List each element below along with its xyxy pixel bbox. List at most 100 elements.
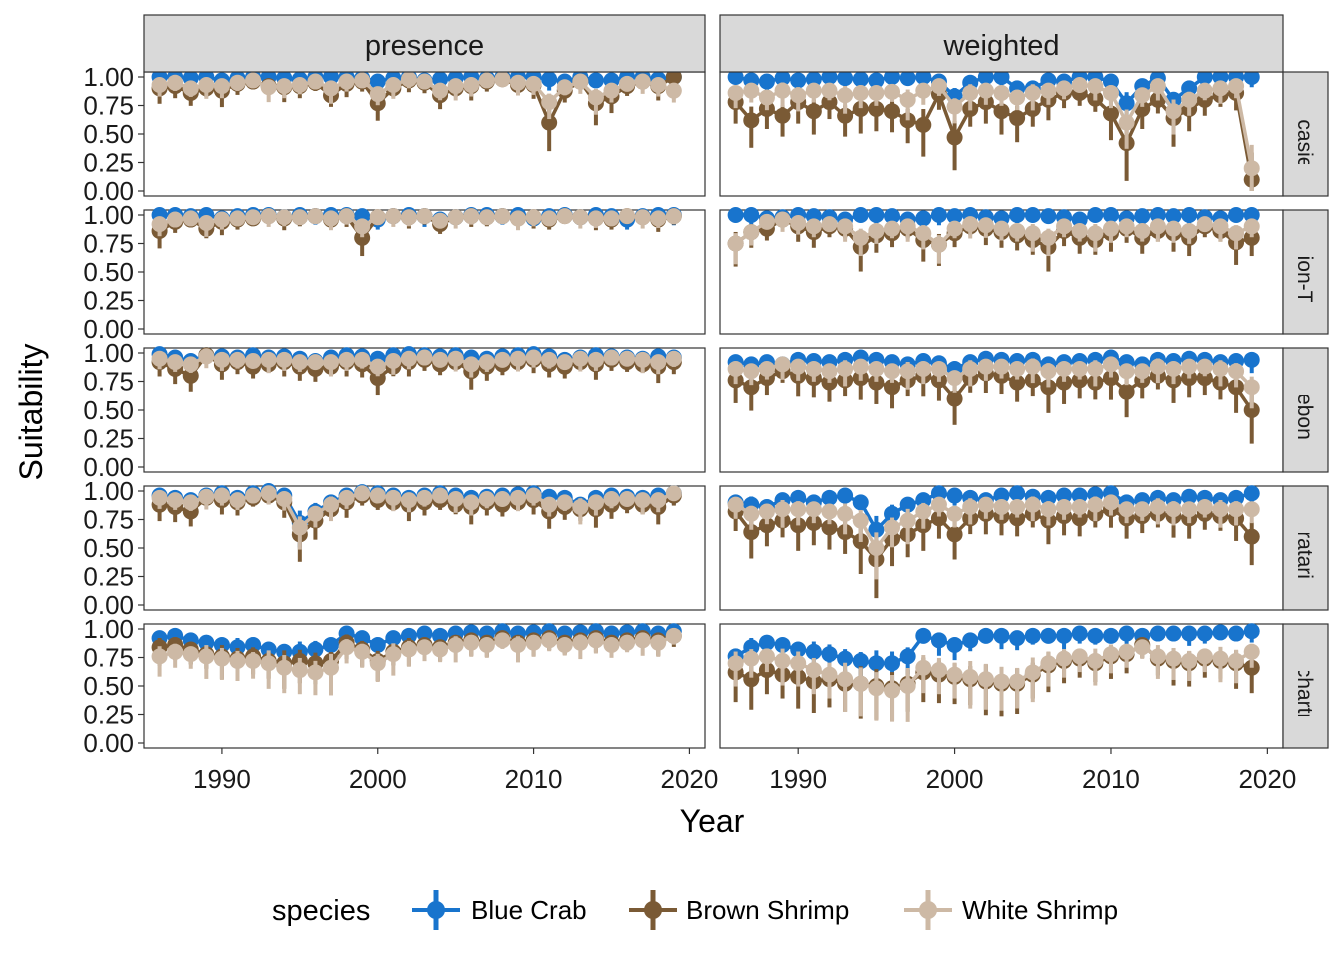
data-point [198,648,215,665]
y-tick-label: 0.25 [83,148,134,178]
data-point [946,526,963,543]
data-point [790,655,807,672]
legend-label-blue-crab: Blue Crab [471,895,587,925]
data-point [587,632,604,649]
y-tick-label: 1.00 [83,614,134,644]
data-point [1212,501,1229,518]
panel-presence-terrebonne [151,346,682,396]
data-point [899,678,916,694]
data-point [1102,494,1119,511]
data-point [852,100,869,117]
axes-layer: presence weighted Calcasieu Vermilion-Teche… [83,14,1329,794]
data-point [837,70,854,87]
data-point [1040,501,1057,518]
data-point [727,360,744,377]
data-point [1243,160,1260,177]
y-tick-label: 0.25 [83,562,134,592]
data-point [1212,69,1229,85]
data-point [213,487,230,504]
data-point [1087,78,1104,95]
data-point [323,210,339,227]
data-point [1056,487,1073,504]
data-point [494,632,511,649]
data-point [884,363,901,380]
data-point [385,630,402,647]
data-point [1149,207,1166,223]
data-point [837,650,854,667]
data-point [1228,78,1245,95]
data-point [572,209,589,226]
data-point [1228,207,1245,223]
data-point [1165,501,1182,518]
data-point [665,627,682,644]
data-point [1009,374,1026,391]
data-point [962,360,979,377]
data-point [962,84,979,101]
panel-presence-vermilion-teche [151,207,682,257]
data-point [915,210,932,227]
data-point [962,498,979,515]
data-point [1181,222,1198,239]
column-strip-label: weighted [942,30,1059,62]
data-point [805,82,822,99]
data-point [260,79,277,96]
data-point [837,487,854,504]
y-tick-label: 0.00 [83,176,134,206]
data-point [323,354,339,371]
data-point [323,659,339,676]
data-point [338,73,355,90]
data-point [915,82,932,99]
data-point [151,76,168,93]
data-point [946,487,963,504]
data-point [1181,488,1198,505]
data-point [634,351,651,368]
data-point [1087,225,1104,242]
data-point [774,211,791,228]
legend-item-blue-crab: Blue Crab [412,890,587,930]
y-tick-label: 0.75 [83,91,134,121]
data-point [198,488,215,505]
data-point [868,100,885,117]
data-point [338,639,355,656]
data-point [494,351,511,368]
data-point [1134,208,1151,225]
data-point [541,210,558,227]
data-point [182,646,199,663]
data-point [494,208,511,225]
data-point [993,627,1010,644]
data-point [930,496,947,513]
data-point [463,76,480,93]
data-point [634,73,651,90]
data-point [354,485,371,502]
data-point [899,512,916,529]
data-point [743,379,760,396]
data-point [354,229,371,246]
data-point [276,78,293,95]
data-point [1243,501,1260,518]
data-point [416,489,433,506]
data-point [915,69,932,85]
data-point [525,75,542,92]
data-point [1196,370,1213,387]
data-point [790,72,807,89]
data-point [1056,374,1073,391]
data-point [1228,501,1245,518]
data-point [774,636,791,653]
data-point [541,114,558,131]
data-point [1181,652,1198,669]
panel-weighted-calcasieu [727,69,1260,191]
data-point [1102,84,1119,101]
data-point [915,225,932,242]
data-point [727,69,744,85]
data-point [291,209,308,226]
data-point [650,210,667,227]
data-point [619,350,636,367]
data-point [307,664,324,681]
data-point [821,519,838,536]
panel-presence-barataria [151,483,682,562]
data-point [915,627,932,644]
data-point [213,650,230,667]
data-point [494,490,511,507]
data-point [821,94,838,111]
data-point [1243,379,1260,396]
